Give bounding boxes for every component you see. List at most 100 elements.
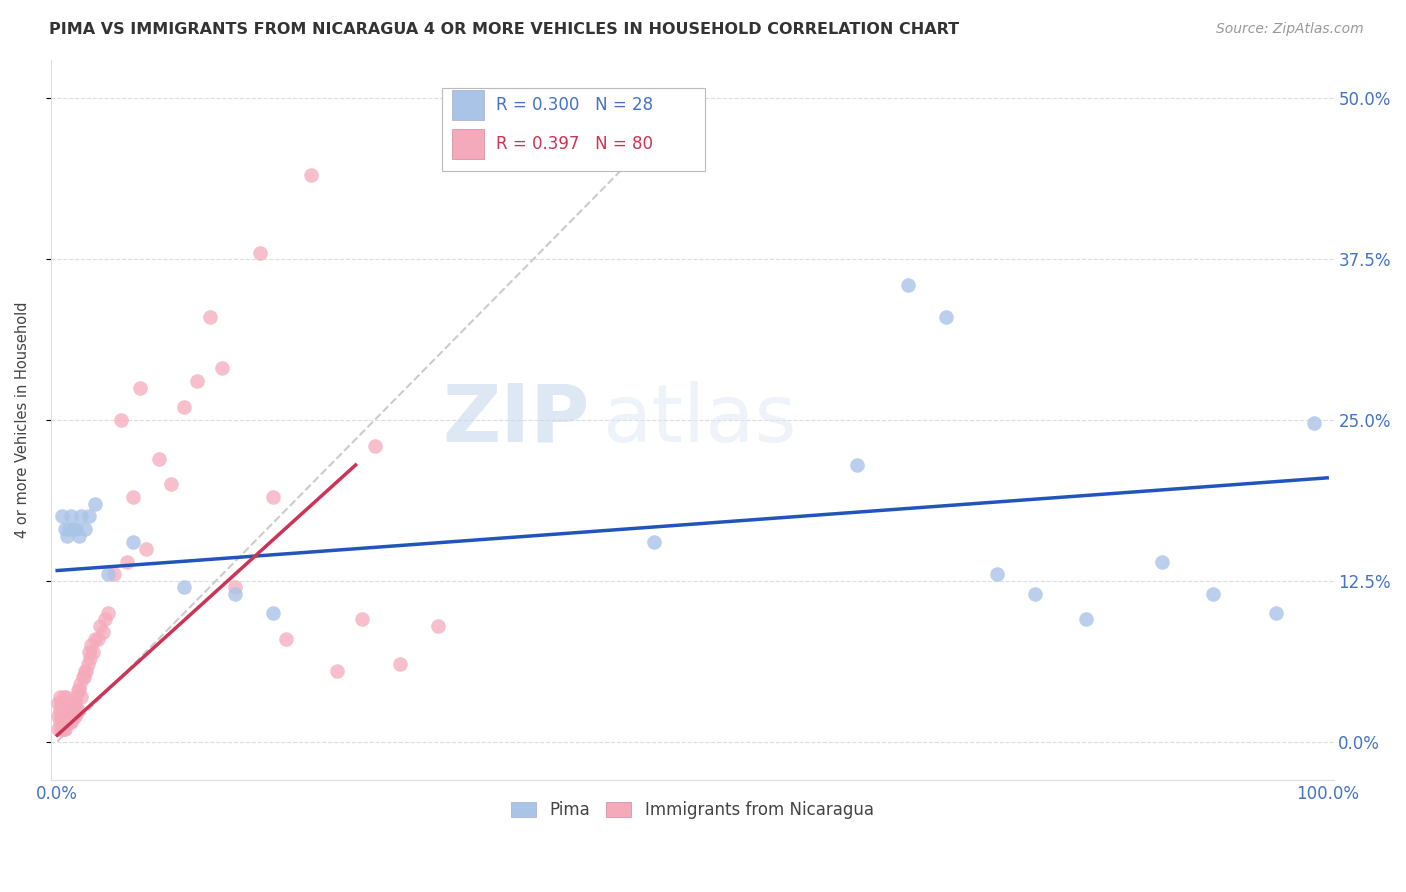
Point [173, 580, 195, 594]
Point [55, 702, 77, 716]
Point [1152, 555, 1174, 569]
Point [72, 670, 94, 684]
Point [186, 375, 208, 389]
Point [262, 606, 284, 620]
Point [52, 715, 75, 730]
Point [48, 722, 70, 736]
Point [51, 722, 73, 736]
Point [389, 657, 412, 672]
Point [211, 361, 233, 376]
Text: Source: ZipAtlas.com: Source: ZipAtlas.com [1216, 22, 1364, 37]
Text: atlas: atlas [602, 381, 797, 459]
Point [274, 632, 297, 646]
Y-axis label: 4 or more Vehicles in Household: 4 or more Vehicles in Household [15, 301, 30, 538]
Point [846, 458, 869, 472]
Point [1265, 606, 1288, 620]
Point [249, 245, 271, 260]
Point [48, 690, 70, 704]
Point [55, 715, 77, 730]
Point [89, 619, 111, 633]
Point [1202, 587, 1225, 601]
Point [51, 696, 73, 710]
Point [1074, 612, 1097, 626]
Point [77, 644, 100, 658]
Point [75, 522, 97, 536]
Point [325, 664, 347, 678]
Point [160, 477, 183, 491]
Point [77, 509, 100, 524]
Point [49, 696, 72, 710]
Point [52, 702, 75, 716]
Point [69, 677, 91, 691]
Point [58, 702, 80, 716]
Point [53, 709, 76, 723]
Point [115, 555, 138, 569]
Point [49, 709, 72, 723]
Point [363, 439, 385, 453]
Point [76, 657, 98, 672]
Point [48, 715, 70, 730]
Point [70, 509, 93, 524]
Point [60, 509, 83, 524]
Point [65, 690, 87, 704]
Point [53, 722, 76, 736]
Point [67, 683, 90, 698]
Point [62, 709, 84, 723]
Point [79, 651, 101, 665]
Point [73, 670, 96, 684]
Point [51, 509, 73, 524]
Point [60, 715, 83, 730]
Point [198, 310, 221, 324]
Point [75, 664, 97, 678]
Point [224, 587, 246, 601]
Point [48, 709, 70, 723]
Point [1024, 587, 1046, 601]
Point [62, 709, 84, 723]
Point [299, 169, 322, 183]
Point [66, 702, 89, 716]
Point [350, 612, 373, 626]
Point [52, 722, 75, 736]
Point [122, 490, 145, 504]
Point [59, 702, 82, 716]
Point [91, 625, 114, 640]
Point [65, 522, 87, 536]
Point [53, 696, 76, 710]
Point [56, 529, 79, 543]
Point [67, 529, 90, 543]
Point [58, 715, 80, 730]
Point [94, 612, 117, 626]
Legend: Pima, Immigrants from Nicaragua: Pima, Immigrants from Nicaragua [503, 795, 880, 826]
Point [84, 497, 107, 511]
Point [110, 413, 132, 427]
Text: ZIP: ZIP [443, 381, 589, 459]
Point [59, 715, 82, 730]
Point [935, 310, 957, 324]
Point [63, 696, 86, 710]
Point [53, 522, 76, 536]
Point [1303, 416, 1326, 430]
Point [122, 535, 145, 549]
Point [82, 644, 104, 658]
Point [128, 381, 150, 395]
Bar [453, 128, 485, 159]
Point [75, 664, 97, 678]
Point [52, 690, 75, 704]
Point [70, 690, 93, 704]
Point [87, 632, 110, 646]
Point [173, 400, 195, 414]
Point [97, 606, 120, 620]
Point [62, 696, 84, 710]
Point [48, 702, 70, 716]
Bar [453, 90, 485, 120]
Text: R = 0.397   N = 80: R = 0.397 N = 80 [496, 135, 652, 153]
Point [56, 715, 79, 730]
Point [48, 696, 70, 710]
Point [135, 541, 157, 556]
Point [986, 567, 1008, 582]
Point [148, 451, 170, 466]
Point [65, 702, 87, 716]
Point [897, 277, 920, 292]
FancyBboxPatch shape [441, 88, 704, 171]
Point [58, 522, 80, 536]
